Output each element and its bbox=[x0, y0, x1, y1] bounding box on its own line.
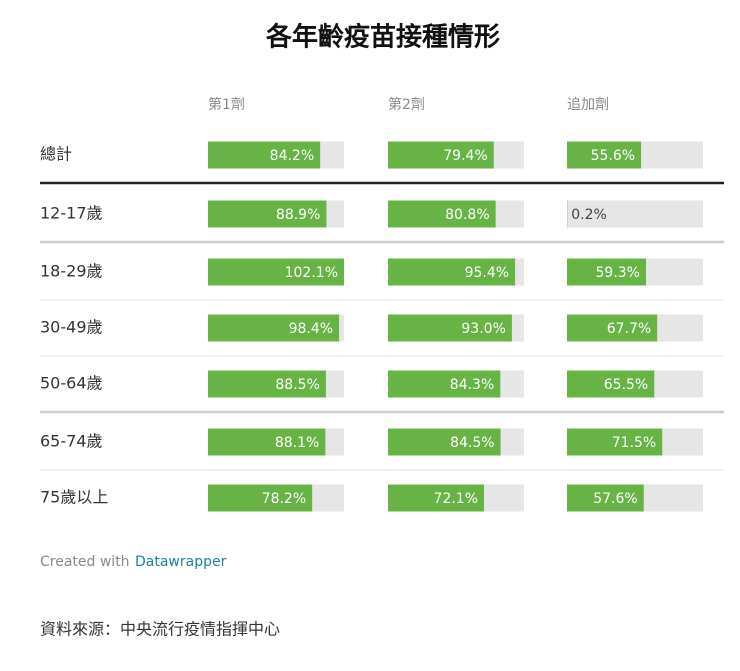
value-label: 65.5% bbox=[604, 377, 648, 393]
value-label: 67.7% bbox=[607, 321, 651, 337]
value-label: 84.3% bbox=[450, 377, 494, 393]
row-label: 50-64歲 bbox=[40, 374, 103, 393]
value-label: 0.2% bbox=[571, 207, 607, 223]
value-label: 79.4% bbox=[443, 148, 487, 164]
credit-link[interactable]: Datawrapper bbox=[135, 554, 227, 570]
value-label: 84.2% bbox=[270, 148, 314, 164]
row-label: 65-74歲 bbox=[40, 432, 103, 451]
row-label: 12-17歲 bbox=[40, 204, 103, 223]
row-label: 75歲以上 bbox=[40, 488, 108, 507]
row-label: 30-49歲 bbox=[40, 318, 103, 337]
column-header: 第2劑 bbox=[388, 96, 425, 113]
chart-title: 各年齡疫苗接種情形 bbox=[265, 22, 500, 53]
value-label: 59.3% bbox=[596, 265, 640, 281]
column-header: 第1劑 bbox=[208, 96, 245, 113]
value-label: 78.2% bbox=[262, 491, 306, 507]
value-label: 72.1% bbox=[434, 491, 478, 507]
row-label: 總計 bbox=[40, 145, 72, 164]
credit-prefix: Created with bbox=[40, 554, 130, 570]
value-label: 88.1% bbox=[275, 435, 319, 451]
value-label: 84.5% bbox=[450, 435, 494, 451]
value-label: 80.8% bbox=[445, 207, 489, 223]
value-label: 57.6% bbox=[593, 491, 637, 507]
value-label: 55.6% bbox=[591, 148, 635, 164]
value-label: 88.9% bbox=[276, 207, 320, 223]
row-label: 18-29歲 bbox=[40, 262, 103, 281]
value-label: 71.5% bbox=[612, 435, 656, 451]
value-label: 95.4% bbox=[465, 265, 509, 281]
value-label: 93.0% bbox=[461, 321, 505, 337]
value-label: 88.5% bbox=[275, 377, 319, 393]
value-label: 98.4% bbox=[289, 321, 333, 337]
source-note: 資料來源：中央流行疫情指揮中心 bbox=[40, 620, 280, 639]
column-header: 追加劑 bbox=[567, 96, 609, 113]
value-label: 102.1% bbox=[285, 265, 338, 281]
